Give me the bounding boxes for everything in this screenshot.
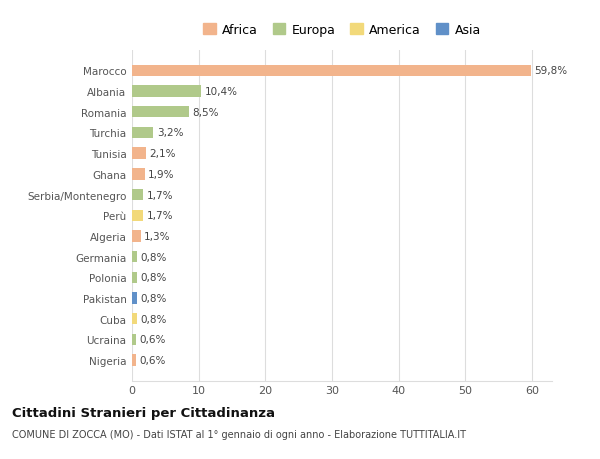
Bar [132, 272, 137, 283]
Bar [132, 190, 143, 201]
Text: 2,1%: 2,1% [149, 149, 176, 159]
Bar [132, 355, 136, 366]
Legend: Africa, Europa, America, Asia: Africa, Europa, America, Asia [203, 24, 481, 37]
Bar [132, 169, 145, 180]
Bar [132, 210, 143, 221]
Text: 1,9%: 1,9% [148, 169, 175, 179]
Bar [132, 252, 137, 263]
Text: 3,2%: 3,2% [157, 128, 183, 138]
Bar [132, 107, 188, 118]
Text: 0,8%: 0,8% [140, 293, 167, 303]
Text: 1,7%: 1,7% [146, 211, 173, 221]
Bar [132, 231, 140, 242]
Text: 0,6%: 0,6% [139, 335, 166, 345]
Bar [132, 86, 202, 97]
Bar [132, 128, 154, 139]
Text: 1,7%: 1,7% [146, 190, 173, 200]
Bar [132, 293, 137, 304]
Text: 10,4%: 10,4% [205, 87, 238, 97]
Text: 8,5%: 8,5% [192, 107, 218, 118]
Bar [132, 334, 136, 345]
Bar [132, 66, 530, 77]
Bar [132, 313, 137, 325]
Bar [132, 148, 146, 159]
Text: 1,3%: 1,3% [144, 231, 170, 241]
Text: 0,8%: 0,8% [140, 314, 167, 324]
Text: 0,8%: 0,8% [140, 252, 167, 262]
Text: COMUNE DI ZOCCA (MO) - Dati ISTAT al 1° gennaio di ogni anno - Elaborazione TUTT: COMUNE DI ZOCCA (MO) - Dati ISTAT al 1° … [12, 429, 466, 439]
Text: 0,8%: 0,8% [140, 273, 167, 283]
Text: Cittadini Stranieri per Cittadinanza: Cittadini Stranieri per Cittadinanza [12, 406, 275, 419]
Text: 59,8%: 59,8% [534, 66, 567, 76]
Text: 0,6%: 0,6% [139, 355, 166, 365]
